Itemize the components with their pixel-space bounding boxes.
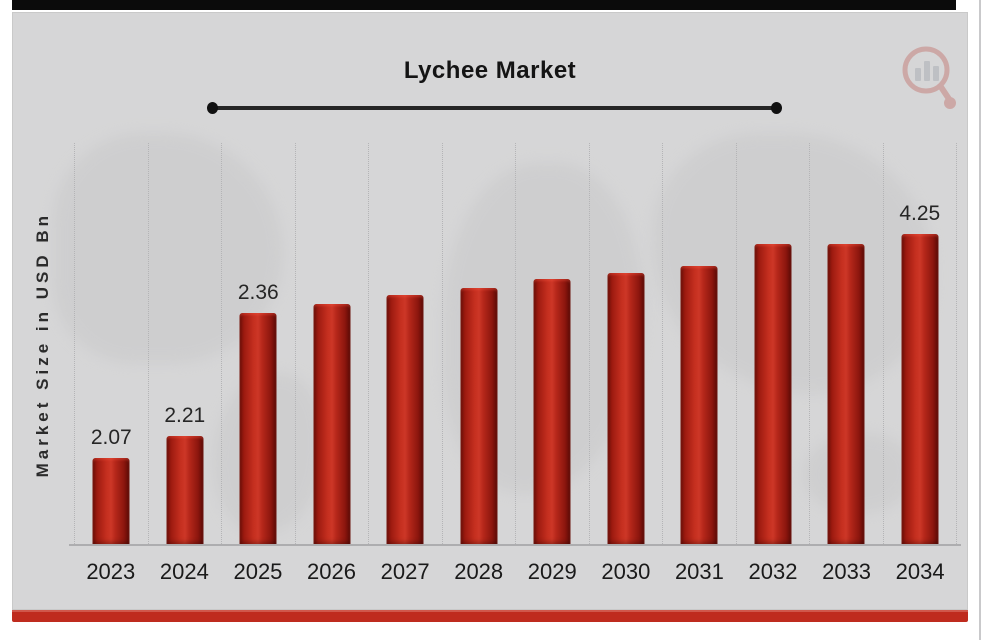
x-tick-label: 2033 xyxy=(822,559,872,584)
x-tick-label: 2025 xyxy=(233,559,283,584)
x-tick-label: 2026 xyxy=(307,559,356,584)
bar-2030 xyxy=(607,273,645,546)
bar-slot: 2.21 xyxy=(147,143,222,546)
x-axis-labels: 2023 2024 2025 2026 2027 2028 2029 2030 2031 2032… xyxy=(74,559,957,585)
right-edge-divider xyxy=(979,0,981,640)
chart-title: Lychee Market xyxy=(403,57,577,84)
bar-slot: 2.36 xyxy=(221,143,295,546)
bar-slot xyxy=(294,143,369,546)
bar-slot xyxy=(662,143,736,546)
top-black-bar xyxy=(12,0,956,10)
bar-2027 xyxy=(386,295,424,546)
underline-dot-right xyxy=(771,102,782,114)
bar-value-label: 2.07 xyxy=(90,426,132,449)
bar-slot xyxy=(515,143,589,546)
x-tick-label: 2027 xyxy=(380,559,430,584)
bar-slot: 2.07 xyxy=(74,143,148,546)
bar-2024 xyxy=(166,436,204,546)
x-tick-label: 2034 xyxy=(895,559,945,584)
bar-2031 xyxy=(680,266,718,546)
title-underline xyxy=(207,102,782,114)
x-tick-label: 2024 xyxy=(159,559,209,584)
plot-area: 2.07 2.21 2.36 4.25 xyxy=(74,143,957,546)
bar-value-label: 2.36 xyxy=(237,281,279,304)
x-tick-label: 2032 xyxy=(748,559,798,584)
bar-value-label: 2.21 xyxy=(164,404,206,427)
bar-2025 xyxy=(239,313,277,546)
bottom-red-bar xyxy=(12,610,968,622)
bar-2033 xyxy=(827,244,865,546)
bar-2028 xyxy=(460,288,498,546)
bar-slot: 4.25 xyxy=(882,143,957,546)
bar-2023 xyxy=(92,458,130,546)
x-tick-label: 2023 xyxy=(86,559,136,584)
y-axis-label: Market Size in USD Bn xyxy=(33,211,52,478)
bar-2029 xyxy=(533,279,571,546)
bar-slot xyxy=(588,143,663,546)
bar-slot xyxy=(735,143,810,546)
market-research-magnifier-logo xyxy=(899,41,961,117)
x-tick-label: 2029 xyxy=(527,559,577,584)
x-tick-label: 2031 xyxy=(674,559,724,584)
x-axis-line xyxy=(69,544,961,546)
underline-dot-left xyxy=(207,102,218,114)
chart-panel: Lychee Market Market Size in USD Bn 2.07… xyxy=(12,12,968,610)
x-tick-label: 2030 xyxy=(601,559,651,584)
bar-slot xyxy=(809,143,883,546)
bar-2026 xyxy=(313,304,351,546)
bar-slot xyxy=(441,143,516,546)
bar-2032 xyxy=(754,244,792,546)
bar-slot xyxy=(368,143,442,546)
x-tick-label: 2028 xyxy=(454,559,504,584)
bar-2034 xyxy=(901,234,939,546)
bar-value-label: 4.25 xyxy=(899,202,941,225)
